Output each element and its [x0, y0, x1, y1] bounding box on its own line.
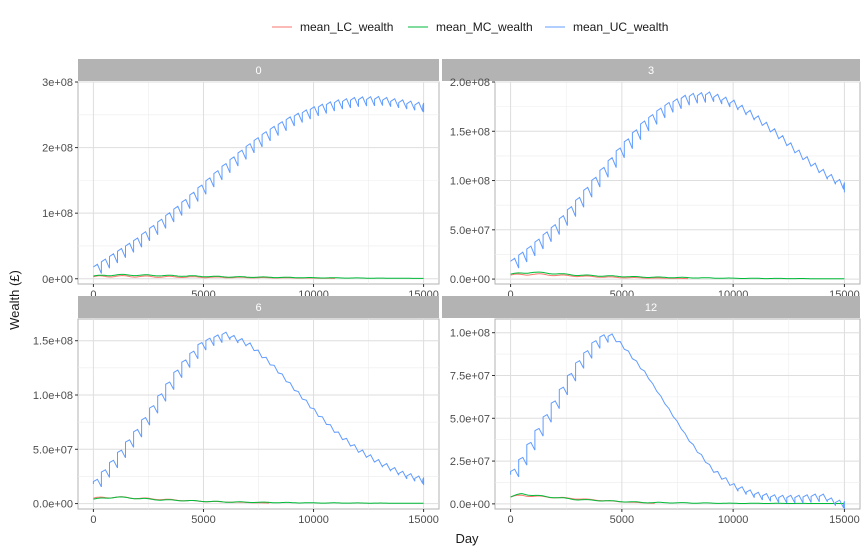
legend: mean_LC_wealth mean_MC_wealth mean_UC_weal…	[272, 20, 668, 34]
facet-panels: 0 0 5000 10000 15000 0e+00 1e+08 2e+08 3e+08 3 0 50…	[33, 59, 861, 526]
x-tick-label: 0	[508, 514, 514, 526]
x-axis-title: Day	[455, 531, 479, 546]
facet-strip-label: 3	[648, 65, 654, 77]
y-tick-label: 2.5e+07	[450, 456, 490, 468]
y-tick-label: 1.5e+08	[33, 336, 73, 348]
facet-strip-label: 0	[255, 65, 261, 77]
x-tick-label: 5000	[610, 514, 634, 526]
y-tick-label: 1.0e+08	[450, 176, 490, 188]
series-line-mean_UC_wealth	[92, 331, 425, 488]
y-tick-label: 0.0e+00	[33, 499, 73, 511]
y-tick-label: 7.5e+07	[450, 370, 490, 382]
legend-item-mean_UC_wealth: mean_UC_wealth	[545, 20, 668, 34]
y-tick-label: 5.0e+07	[450, 225, 490, 237]
y-tick-label: 1e+08	[42, 208, 73, 220]
legend-item-mean_MC_wealth: mean_MC_wealth	[408, 20, 533, 34]
y-tick-label: 1.0e+08	[450, 328, 490, 340]
series-line-mean_MC_wealth	[93, 496, 424, 504]
series-line-mean_UC_wealth	[93, 95, 425, 274]
x-tick-label: 0	[90, 514, 96, 526]
series-line-mean_UC_wealth	[510, 333, 845, 509]
y-tick-label: 0.0e+00	[450, 499, 490, 511]
x-tick-label: 10000	[298, 514, 329, 526]
y-tick-label: 2e+08	[42, 143, 73, 155]
y-tick-label: 0e+00	[42, 274, 73, 286]
x-tick-label: 5000	[191, 514, 215, 526]
y-tick-label: 1.0e+08	[33, 390, 73, 402]
x-tick-label: 0	[90, 289, 96, 301]
y-tick-label: 0.0e+00	[450, 274, 490, 286]
series-line-mean_MC_wealth	[510, 271, 845, 280]
y-tick-label: 3e+08	[42, 77, 73, 89]
series-line-mean_LC_wealth	[510, 273, 689, 280]
legend-label: mean_MC_wealth	[436, 20, 533, 34]
legend-label: mean_LC_wealth	[300, 20, 393, 34]
facet-strip	[442, 59, 860, 81]
facet-strip	[78, 59, 439, 81]
x-tick-label: 0	[508, 289, 514, 301]
x-tick-label: 15000	[408, 514, 439, 526]
facet-strip-label: 12	[645, 302, 657, 314]
facet-panel-6: 6 0 5000 10000 15000 0.0e+00 5.0e+07 1.0e+08 1.5…	[33, 296, 440, 526]
facet-strip-label: 6	[255, 302, 261, 314]
facet-panel-12: 12 0 5000 10000 15000 0.0e+00 2.5e+07 5.0e+07 7.…	[442, 296, 861, 526]
series-line-mean_UC_wealth	[510, 91, 845, 269]
series-line-mean_MC_wealth	[510, 493, 845, 504]
legend-item-mean_LC_wealth: mean_LC_wealth	[272, 20, 393, 34]
facet-panel-3: 30 5000 10000 150000.0e+005.0e+071.0e+081.5…	[442, 59, 861, 301]
series-line-mean_MC_wealth	[93, 273, 424, 279]
y-axis-title: Wealth (£)	[7, 270, 22, 330]
x-tick-label: 10000	[718, 514, 749, 526]
y-tick-label: 1.5e+08	[450, 126, 490, 138]
facet-strip	[78, 296, 439, 318]
y-tick-label: 5.0e+07	[450, 413, 490, 425]
x-tick-label: 15000	[829, 514, 860, 526]
facet-strip	[442, 296, 860, 318]
y-tick-label: 5.0e+07	[33, 444, 73, 456]
y-tick-label: 2.0e+08	[450, 77, 490, 89]
legend-label: mean_UC_wealth	[573, 20, 668, 34]
